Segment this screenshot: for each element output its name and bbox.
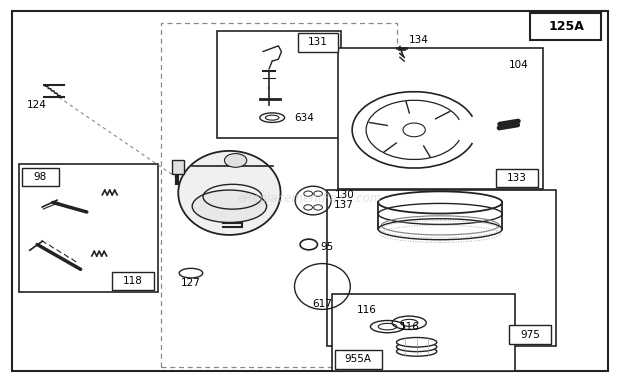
Text: 124: 124 (27, 100, 47, 110)
Text: 116: 116 (356, 305, 376, 315)
Bar (338, 48, 542, 189)
Bar (19, 164, 158, 292)
Bar (496, 169, 538, 187)
Bar (217, 31, 341, 138)
Ellipse shape (397, 342, 436, 351)
Text: 131: 131 (308, 37, 328, 47)
Ellipse shape (397, 347, 436, 356)
Text: 95: 95 (320, 242, 333, 252)
Text: 137: 137 (334, 200, 353, 210)
Bar (298, 33, 338, 52)
Text: 125A: 125A (548, 20, 584, 33)
Bar (112, 272, 154, 290)
Text: 955A: 955A (345, 354, 372, 364)
Text: eReplacementParts.com: eReplacementParts.com (238, 192, 382, 205)
Text: 116: 116 (400, 322, 420, 332)
Bar (332, 294, 515, 371)
Text: 134: 134 (409, 35, 429, 45)
Bar (327, 190, 556, 346)
Text: 98: 98 (33, 172, 47, 182)
Text: 634: 634 (294, 113, 314, 123)
Text: 617: 617 (312, 299, 332, 309)
Bar (530, 13, 601, 40)
Text: 975: 975 (520, 330, 540, 340)
Text: 104: 104 (508, 60, 528, 70)
Bar (509, 325, 551, 344)
Text: 130: 130 (335, 190, 355, 200)
Bar (22, 168, 59, 186)
Text: 127: 127 (181, 278, 201, 288)
Text: 133: 133 (507, 173, 527, 183)
Ellipse shape (179, 151, 280, 235)
Bar (335, 350, 382, 369)
Bar (172, 160, 184, 174)
Bar (161, 23, 397, 367)
Circle shape (224, 154, 247, 167)
Ellipse shape (397, 338, 436, 347)
Ellipse shape (192, 190, 267, 222)
Text: 118: 118 (123, 276, 143, 286)
